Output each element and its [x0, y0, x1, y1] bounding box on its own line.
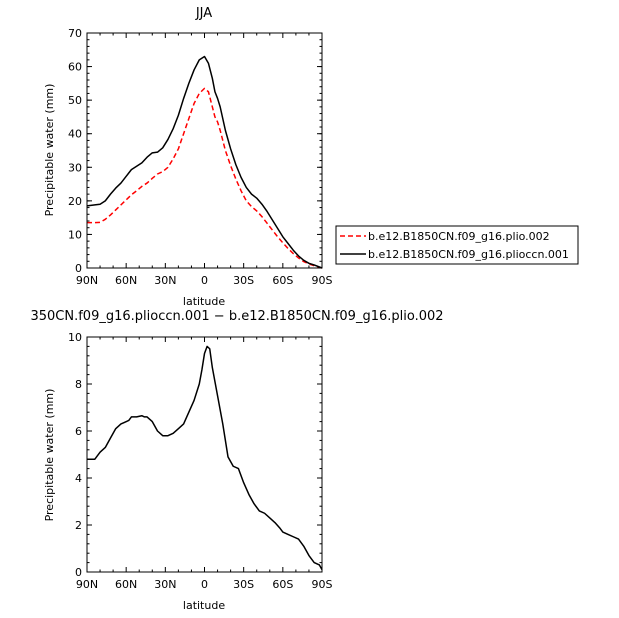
- top-chart-panel: JJA 90N 60N 30N 0 30S 60S 90S 010203040506070 …: [43, 6, 333, 308]
- bottom-chart-x-tick-label: 30S: [233, 578, 254, 591]
- top-chart-y-tick-label: 40: [68, 128, 82, 141]
- bottom-chart-y-tick-label: 4: [75, 472, 82, 485]
- top-chart-title: JJA: [195, 6, 212, 21]
- top-chart-lines: [86, 55, 323, 269]
- bottom-chart-y-axis: 0 2 4 6 8 10: [68, 331, 322, 579]
- top-chart-x-tick-label: 30S: [233, 274, 254, 287]
- bottom-chart-x-tick-label: 0: [201, 578, 208, 591]
- top-chart-plot-frame: [86, 32, 323, 269]
- bottom-chart-x-tick-label: 30N: [154, 578, 176, 591]
- bottom-chart-y-tick-label: 6: [75, 425, 82, 438]
- legend-box: [335, 225, 579, 265]
- top-chart-x-tick-label: 30N: [154, 274, 176, 287]
- bottom-chart-x-axis-label: latitude: [183, 599, 225, 612]
- chart-legend: b.e12.B1850CN.f09_g16.plio.002 b.e12.B18…: [335, 225, 579, 265]
- bottom-chart-title: 350CN.f09_g16.plioccn.001 − b.e12.B1850C…: [30, 309, 443, 324]
- top-chart-y-tick-label: 20: [68, 195, 82, 208]
- bottom-chart-panel: 350CN.f09_g16.plioccn.001 − b.e12.B1850C…: [30, 309, 443, 612]
- bottom-chart-x-tick-label: 90N: [76, 578, 98, 591]
- bottom-chart-y-tick-label: 0: [75, 566, 82, 579]
- top-chart-x-axis-label: latitude: [183, 295, 225, 308]
- bottom-chart-x-tick-label: 60S: [272, 578, 293, 591]
- top-chart-y-axis: 0 10 20 30 40 50 60 70: [68, 27, 322, 275]
- top-chart-y-tick-label: 0: [75, 262, 82, 275]
- bottom-chart-y-tick-label: 8: [75, 378, 82, 391]
- bottom-chart-y-tick-label: 2: [75, 519, 82, 532]
- bottom-chart-x-tick-label: 60N: [115, 578, 137, 591]
- top-chart-y-tick-label: 30: [68, 161, 82, 174]
- top-chart-x-tick-label: 0: [201, 274, 208, 287]
- top-chart-y-axis-label: Precipitable water (mm): [43, 84, 56, 217]
- top-chart-x-tick-label: 60S: [272, 274, 293, 287]
- top-chart-y-tick-label: 70: [68, 27, 82, 40]
- bottom-chart-x-axis: 90N 60N 30N 0 30S 60S 90S: [76, 337, 333, 591]
- bottom-chart-lines: [87, 345, 323, 571]
- bottom-chart-x-tick-label: 90S: [312, 578, 333, 591]
- top-chart-x-tick-label: 60N: [115, 274, 137, 287]
- top-chart-y-tick-label: 50: [68, 94, 82, 107]
- bottom-chart-y-tick-label: 10: [68, 331, 82, 344]
- top-chart-y-tick-label: 60: [68, 61, 82, 74]
- top-chart-x-tick-label: 90S: [312, 274, 333, 287]
- top-chart-x-axis: 90N 60N 30N 0 30S 60S 90S: [76, 33, 333, 287]
- bottom-chart-series-line-0: [87, 345, 323, 571]
- legend-label-plioccn-001: b.e12.B1850CN.f09_g16.plioccn.001: [368, 248, 569, 261]
- bottom-chart-y-axis-label: Precipitable water (mm): [43, 389, 56, 522]
- top-chart-series-line-0: [87, 87, 323, 269]
- top-chart-x-tick-label: 90N: [76, 274, 98, 287]
- top-chart-y-tick-label: 10: [68, 228, 82, 241]
- legend-label-plio-002: b.e12.B1850CN.f09_g16.plio.002: [368, 230, 550, 243]
- bottom-chart-plot-frame: [86, 336, 323, 573]
- top-chart-series-line-1: [86, 55, 323, 269]
